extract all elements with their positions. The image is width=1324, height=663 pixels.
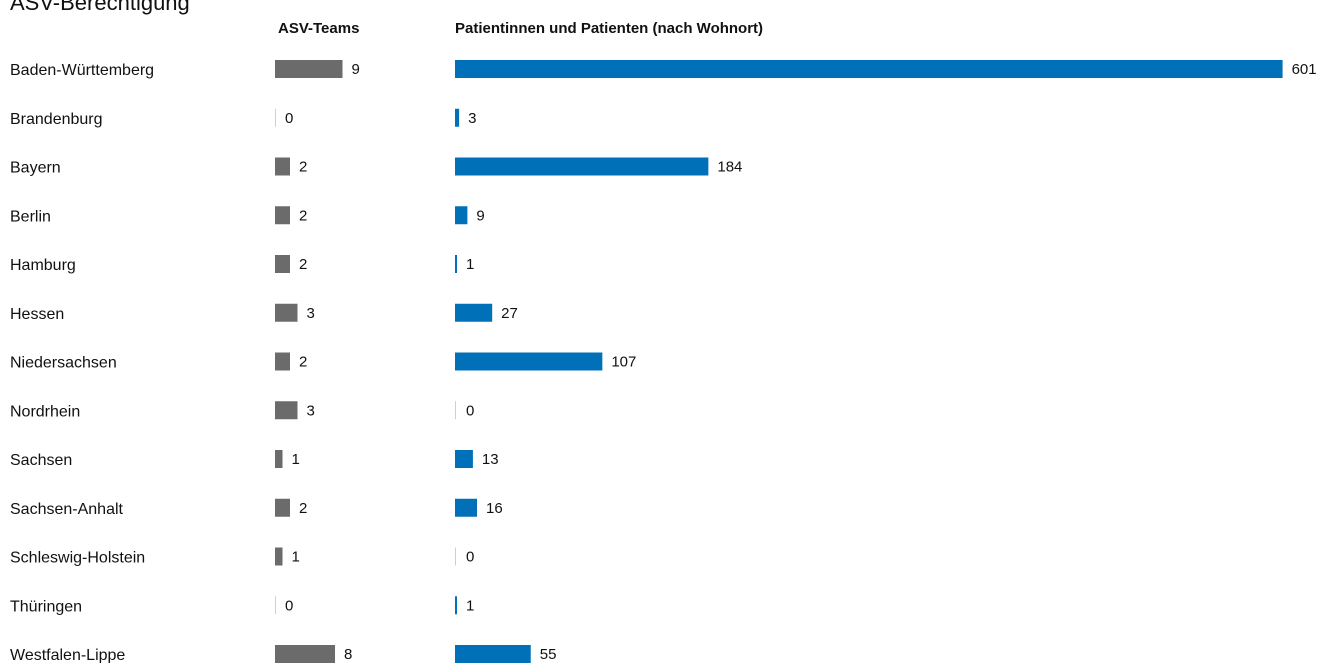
category-label: Sachsen-Anhalt <box>10 501 124 518</box>
value-label-teams: 2 <box>299 256 307 273</box>
bar-patients <box>455 108 460 127</box>
value-label-teams: 3 <box>307 305 315 322</box>
category-label: Hamburg <box>10 257 76 274</box>
value-label-teams: 0 <box>285 597 293 614</box>
bar-teams <box>275 450 283 468</box>
value-label-patients: 1 <box>466 256 474 273</box>
category-label: Bayern <box>10 160 61 177</box>
bar-patients <box>455 450 473 468</box>
bar-patients <box>455 352 603 371</box>
category-label: Thüringen <box>10 598 82 615</box>
value-label-patients: 184 <box>717 159 742 176</box>
bar-teams <box>275 498 290 517</box>
bar-patients-zero <box>455 401 456 420</box>
bar-teams <box>275 547 283 566</box>
value-label-teams: 8 <box>344 646 352 663</box>
bar-teams <box>275 60 343 78</box>
value-label-patients: 0 <box>466 402 474 419</box>
value-label-patients: 27 <box>501 305 518 322</box>
value-label-teams: 2 <box>299 354 307 371</box>
chart-title: ASV-Berechtigung <box>10 0 190 15</box>
bar-patients <box>455 157 709 176</box>
bar-teams <box>275 401 298 420</box>
value-label-patients: 601 <box>1292 61 1317 78</box>
value-label-teams: 1 <box>292 549 300 566</box>
bar-teams <box>275 352 290 371</box>
bar-teams-zero <box>275 596 276 615</box>
value-label-patients: 1 <box>466 597 474 614</box>
value-label-patients: 107 <box>611 354 636 371</box>
category-label: Berlin <box>10 208 51 225</box>
category-label: Westfalen-Lippe <box>10 647 125 663</box>
value-label-teams: 3 <box>307 402 315 419</box>
value-label-teams: 2 <box>299 207 307 224</box>
value-label-patients: 3 <box>468 110 476 127</box>
series-header-patients: Patientinnen und Patienten (nach Wohnort… <box>455 20 763 37</box>
bar-patients <box>455 206 468 225</box>
bar-patients <box>455 596 457 615</box>
bar-teams-zero <box>275 108 276 127</box>
bar-teams <box>275 255 290 273</box>
bar-patients <box>455 60 1283 78</box>
category-label: Sachsen <box>10 452 72 469</box>
category-label: Baden-Württemberg <box>10 62 154 79</box>
value-label-teams: 1 <box>292 451 300 468</box>
value-label-patients: 16 <box>486 500 503 517</box>
category-label: Niedersachsen <box>10 355 117 372</box>
bar-patients <box>455 645 531 663</box>
value-label-teams: 2 <box>299 500 307 517</box>
bar-teams <box>275 206 290 225</box>
category-label: Nordrhein <box>10 403 80 420</box>
bar-teams <box>275 157 290 176</box>
bar-teams <box>275 645 335 663</box>
value-label-teams: 0 <box>285 110 293 127</box>
category-label: Schleswig-Holstein <box>10 550 145 567</box>
value-label-teams: 2 <box>299 159 307 176</box>
bar-patients <box>455 255 457 273</box>
bar-patients <box>455 498 478 517</box>
value-label-patients: 9 <box>476 207 484 224</box>
value-label-patients: 13 <box>482 451 499 468</box>
chart-rows: Baden-Württemberg 9 601 Brandenburg 0 3 Bayern… <box>10 60 1317 663</box>
value-label-teams: 9 <box>352 61 360 78</box>
bar-patients <box>455 303 493 322</box>
value-label-patients: 0 <box>466 549 474 566</box>
series-header-teams: ASV-Teams <box>278 20 359 37</box>
category-label: Brandenburg <box>10 111 103 128</box>
bar-patients-zero <box>455 547 456 566</box>
bar-teams <box>275 303 298 322</box>
category-label: Hessen <box>10 306 64 323</box>
value-label-patients: 55 <box>540 646 557 663</box>
